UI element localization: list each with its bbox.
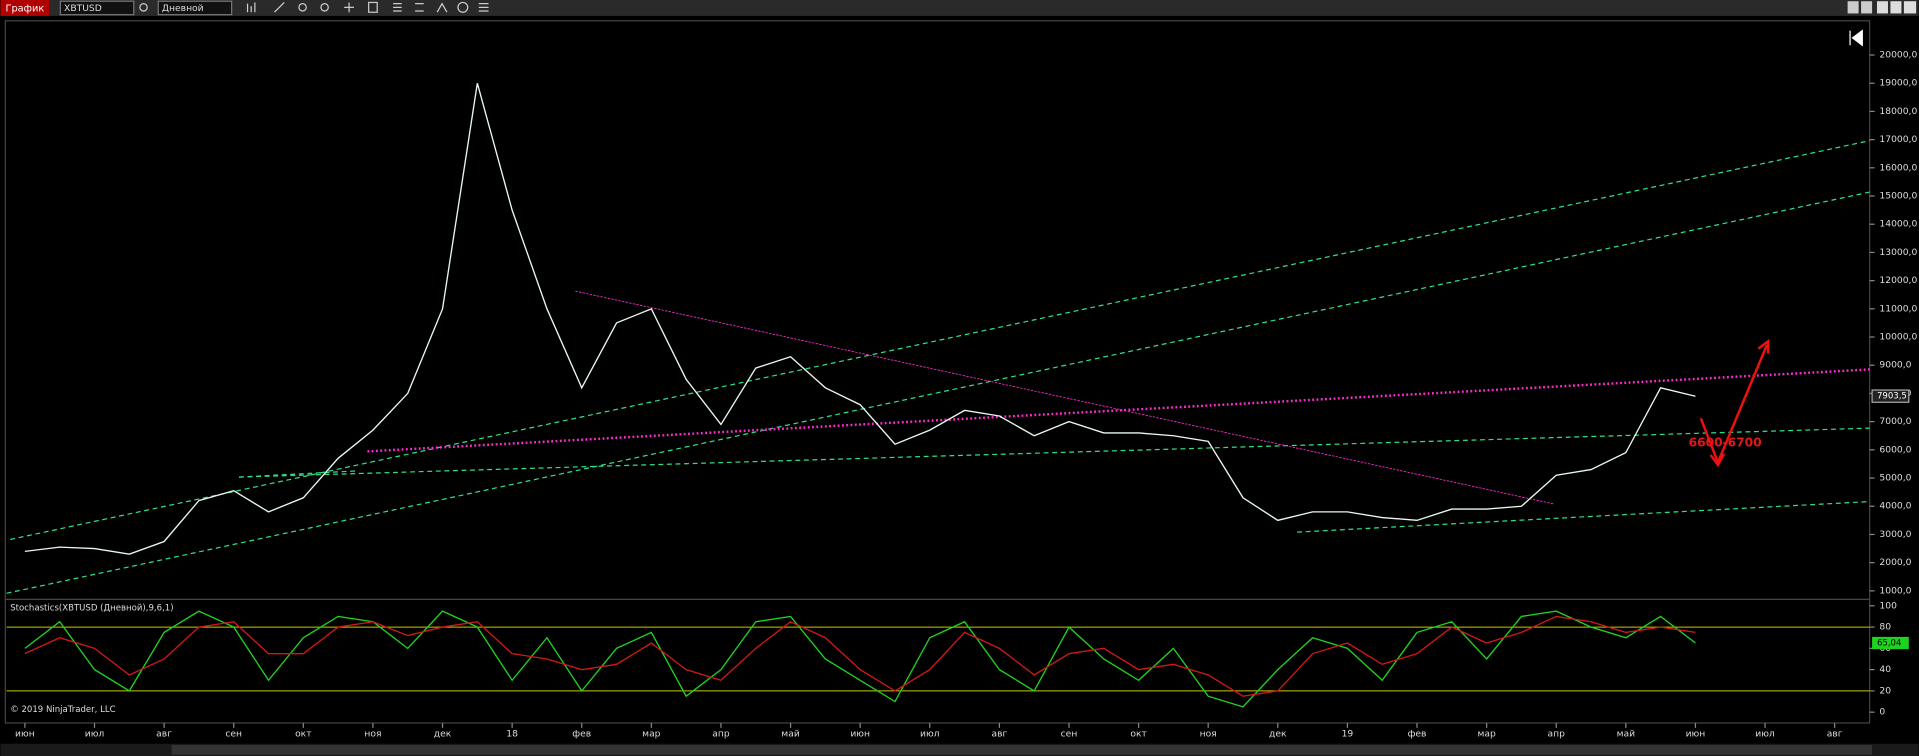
series-line — [24, 615, 1696, 697]
x-tick-label: авг — [156, 728, 172, 739]
x-tick-label: ноя — [1200, 728, 1217, 739]
y-tick-label: 9000,0 — [1879, 360, 1911, 371]
x-tick-label: июн — [15, 728, 35, 739]
indicator-panel — [4, 598, 1871, 724]
instrument-select[interactable] — [59, 0, 135, 16]
x-tick-label: июн — [1686, 728, 1706, 739]
x-tick-label: июл — [1755, 728, 1775, 739]
current-value-label: 7903,5 — [1877, 392, 1907, 402]
x-tick-label: мар — [642, 728, 661, 739]
y-tick-label: 18000,0 — [1879, 106, 1917, 117]
y-tick-label: 4000,0 — [1879, 501, 1911, 512]
scrollbar-thumb[interactable] — [171, 744, 1873, 755]
x-tick-label: фев — [572, 728, 591, 739]
x-tick-label: окт — [1130, 728, 1147, 739]
x-tick-label: окт — [295, 728, 312, 739]
trend-lines[interactable] — [6, 140, 1870, 594]
y-tick-label: 20000,0 — [1879, 50, 1917, 61]
x-tick-label: 19 — [1342, 728, 1354, 739]
x-tick-label: апр — [1548, 728, 1566, 739]
x-tick-label: дек — [1269, 728, 1287, 739]
current-value-label: 65,04 — [1877, 638, 1901, 648]
x-tick-label: май — [781, 728, 800, 739]
x-tick-label: май — [1617, 728, 1636, 739]
period-select[interactable] — [157, 0, 233, 16]
instrument-label[interactable]: XBTUSD — [64, 3, 102, 14]
y-tick-label: 100 — [1879, 600, 1897, 611]
y-tick-label: 10000,0 — [1879, 332, 1917, 343]
maximize-button[interactable] — [1890, 1, 1902, 14]
y-tick-label: 80 — [1879, 622, 1891, 633]
x-tick-label: фев — [1408, 728, 1427, 739]
current-value-tag — [1872, 636, 1909, 650]
y-tick-label: 15000,0 — [1879, 191, 1917, 202]
x-tick-label: авг — [991, 728, 1007, 739]
window-button[interactable] — [1847, 1, 1859, 14]
x-tick-label: июн — [850, 728, 870, 739]
x-tick-label: 18 — [506, 728, 518, 739]
toolbar-icons[interactable] — [139, 1, 489, 13]
y-tick-label: 5000,0 — [1879, 473, 1911, 484]
period-label[interactable]: Дневной — [162, 3, 204, 14]
y-tick-label: 20 — [1879, 685, 1891, 696]
x-tick-label: сен — [1061, 728, 1078, 739]
toolbar — [0, 0, 1919, 16]
y-tick-label: 6000,0 — [1879, 444, 1911, 455]
copyright: © 2019 NinjaTrader, LLC — [10, 705, 115, 715]
chart-button-label[interactable]: График — [6, 4, 45, 15]
y-tick-label: 1000,0 — [1879, 585, 1911, 596]
y-tick-label: 11000,0 — [1879, 303, 1917, 314]
series-line — [24, 610, 1696, 708]
x-tick-label: дек — [434, 728, 452, 739]
forecast-arrows[interactable] — [1699, 338, 1770, 468]
y-tick-label: 3000,0 — [1879, 529, 1911, 540]
y-tick-label: 0 — [1879, 707, 1885, 718]
current-value-tag — [1871, 389, 1910, 403]
annotation: 6600-6700 — [1689, 435, 1762, 449]
x-tick-label: авг — [1827, 728, 1843, 739]
indicator-title: Stochastics(XBTUSD (Дневной),9,6,1) — [10, 603, 173, 613]
window-button[interactable] — [1861, 1, 1873, 14]
x-tick-label: сен — [225, 728, 242, 739]
y-tick-label: 7000,0 — [1879, 416, 1911, 427]
y-tick-label: 13000,0 — [1879, 247, 1917, 258]
x-tick-label: июл — [85, 728, 105, 739]
x-tick-label: мар — [1477, 728, 1496, 739]
y-tick-label: 19000,0 — [1879, 78, 1917, 89]
y-tick-label: 12000,0 — [1879, 275, 1917, 286]
y-tick-label: 2000,0 — [1879, 557, 1911, 568]
close-button[interactable] — [1903, 1, 1917, 14]
downtrend-line[interactable] — [575, 290, 1555, 505]
y-tick-label: 40 — [1879, 664, 1891, 675]
minimize-button[interactable] — [1876, 1, 1888, 14]
y-tick-label: 16000,0 — [1879, 162, 1917, 173]
scroll-end-button[interactable] — [1849, 29, 1863, 47]
x-tick-label: апр — [712, 728, 730, 739]
y-tick-label: 17000,0 — [1879, 134, 1917, 145]
x-tick-label: ноя — [364, 728, 381, 739]
y-tick-label: 14000,0 — [1879, 219, 1917, 230]
series-line — [24, 83, 1696, 555]
x-tick-label: июл — [920, 728, 940, 739]
chart-button[interactable] — [0, 0, 50, 16]
